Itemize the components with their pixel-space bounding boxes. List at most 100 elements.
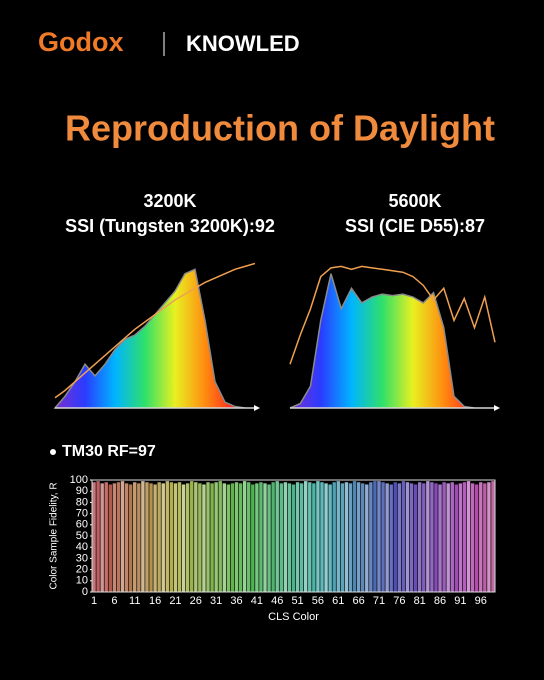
chart-subtitle: SSI (Tungsten 3200K):92 [65, 216, 275, 236]
bar [295, 482, 300, 592]
x-tick-label: 31 [210, 595, 222, 607]
bar [251, 484, 255, 592]
bar [324, 483, 328, 592]
brand-logo: Godox [38, 27, 124, 57]
x-tick-label: 96 [475, 595, 487, 607]
x-tick-label: 41 [251, 595, 263, 607]
bar [165, 481, 170, 592]
x-tick-label: 51 [291, 595, 303, 607]
x-tick-label: 81 [414, 595, 426, 607]
bar [149, 483, 153, 592]
y-tick-label: 10 [76, 575, 88, 587]
bar [242, 481, 247, 592]
bar [238, 483, 243, 592]
bar [348, 483, 353, 592]
bar [210, 483, 214, 592]
bar [373, 481, 377, 592]
bar [442, 482, 446, 592]
x-tick-label: 71 [373, 595, 385, 607]
bar [316, 481, 320, 592]
bar [385, 483, 389, 592]
bar [137, 483, 141, 592]
x-tick-label: 1 [91, 595, 97, 607]
bar [397, 483, 402, 592]
bar [470, 483, 475, 592]
bar [226, 484, 231, 592]
bar [169, 482, 174, 592]
bar [299, 483, 304, 592]
chart-subtitle: SSI (CIE D55):87 [345, 216, 485, 236]
y-tick-label: 80 [76, 496, 88, 508]
bar [271, 482, 275, 592]
x-tick-label: 6 [111, 595, 117, 607]
bar [438, 484, 442, 592]
bar [185, 483, 190, 592]
bar [340, 483, 345, 592]
spectrum-area [289, 273, 495, 409]
bar [356, 482, 361, 592]
bar [234, 482, 239, 592]
bar [377, 481, 381, 592]
reference-line [289, 265, 496, 365]
x-tick-label: 11 [129, 595, 140, 607]
bar [104, 482, 108, 592]
x-tick-label: 76 [393, 595, 405, 607]
bar [491, 481, 495, 592]
bar [100, 483, 104, 592]
x-tick-label: 46 [271, 595, 283, 607]
bar [405, 482, 410, 592]
y-tick-label: 0 [82, 586, 88, 598]
x-tick-label: 16 [149, 595, 161, 607]
bar [332, 482, 336, 592]
bar [360, 483, 365, 592]
bar [422, 483, 426, 592]
bullet [50, 449, 56, 455]
bar [177, 482, 182, 592]
bar [462, 482, 467, 592]
reference-line [54, 262, 256, 399]
bar [112, 483, 117, 592]
bar [381, 482, 385, 592]
bar [430, 482, 434, 592]
bar [255, 483, 259, 592]
bar [259, 482, 263, 592]
bar [466, 481, 471, 592]
bar [198, 483, 202, 592]
bar [434, 483, 438, 592]
bar [92, 482, 96, 592]
y-tick-label: 90 [76, 485, 88, 497]
bar [417, 482, 422, 592]
y-tick-label: 30 [76, 552, 88, 564]
bar [312, 483, 316, 592]
chart-title: 5600K [388, 191, 441, 211]
bar [365, 484, 369, 592]
y-tick-label: 70 [76, 508, 88, 520]
bar [283, 482, 288, 592]
bar [413, 484, 418, 592]
bar [446, 483, 450, 592]
bar [287, 483, 292, 592]
x-tick-label: 86 [434, 595, 446, 607]
bar [267, 484, 271, 592]
bar [161, 483, 165, 592]
bar [206, 482, 210, 592]
y-tick-label: 40 [76, 541, 88, 553]
bar [369, 482, 373, 592]
bar [352, 481, 357, 592]
bar [474, 484, 479, 592]
y-tick-label: 50 [76, 530, 88, 542]
bar [409, 483, 414, 592]
bar [202, 484, 206, 592]
bar [336, 481, 340, 592]
bar [389, 484, 393, 592]
x-tick-label: 91 [454, 595, 466, 607]
bar [479, 482, 483, 592]
bar [157, 482, 161, 592]
bar [483, 483, 487, 592]
bar [116, 482, 121, 592]
y-tick-label: 60 [76, 519, 88, 531]
bar [308, 482, 312, 592]
bar [320, 482, 324, 592]
spectrum-area [53, 268, 255, 409]
bar [426, 481, 430, 592]
